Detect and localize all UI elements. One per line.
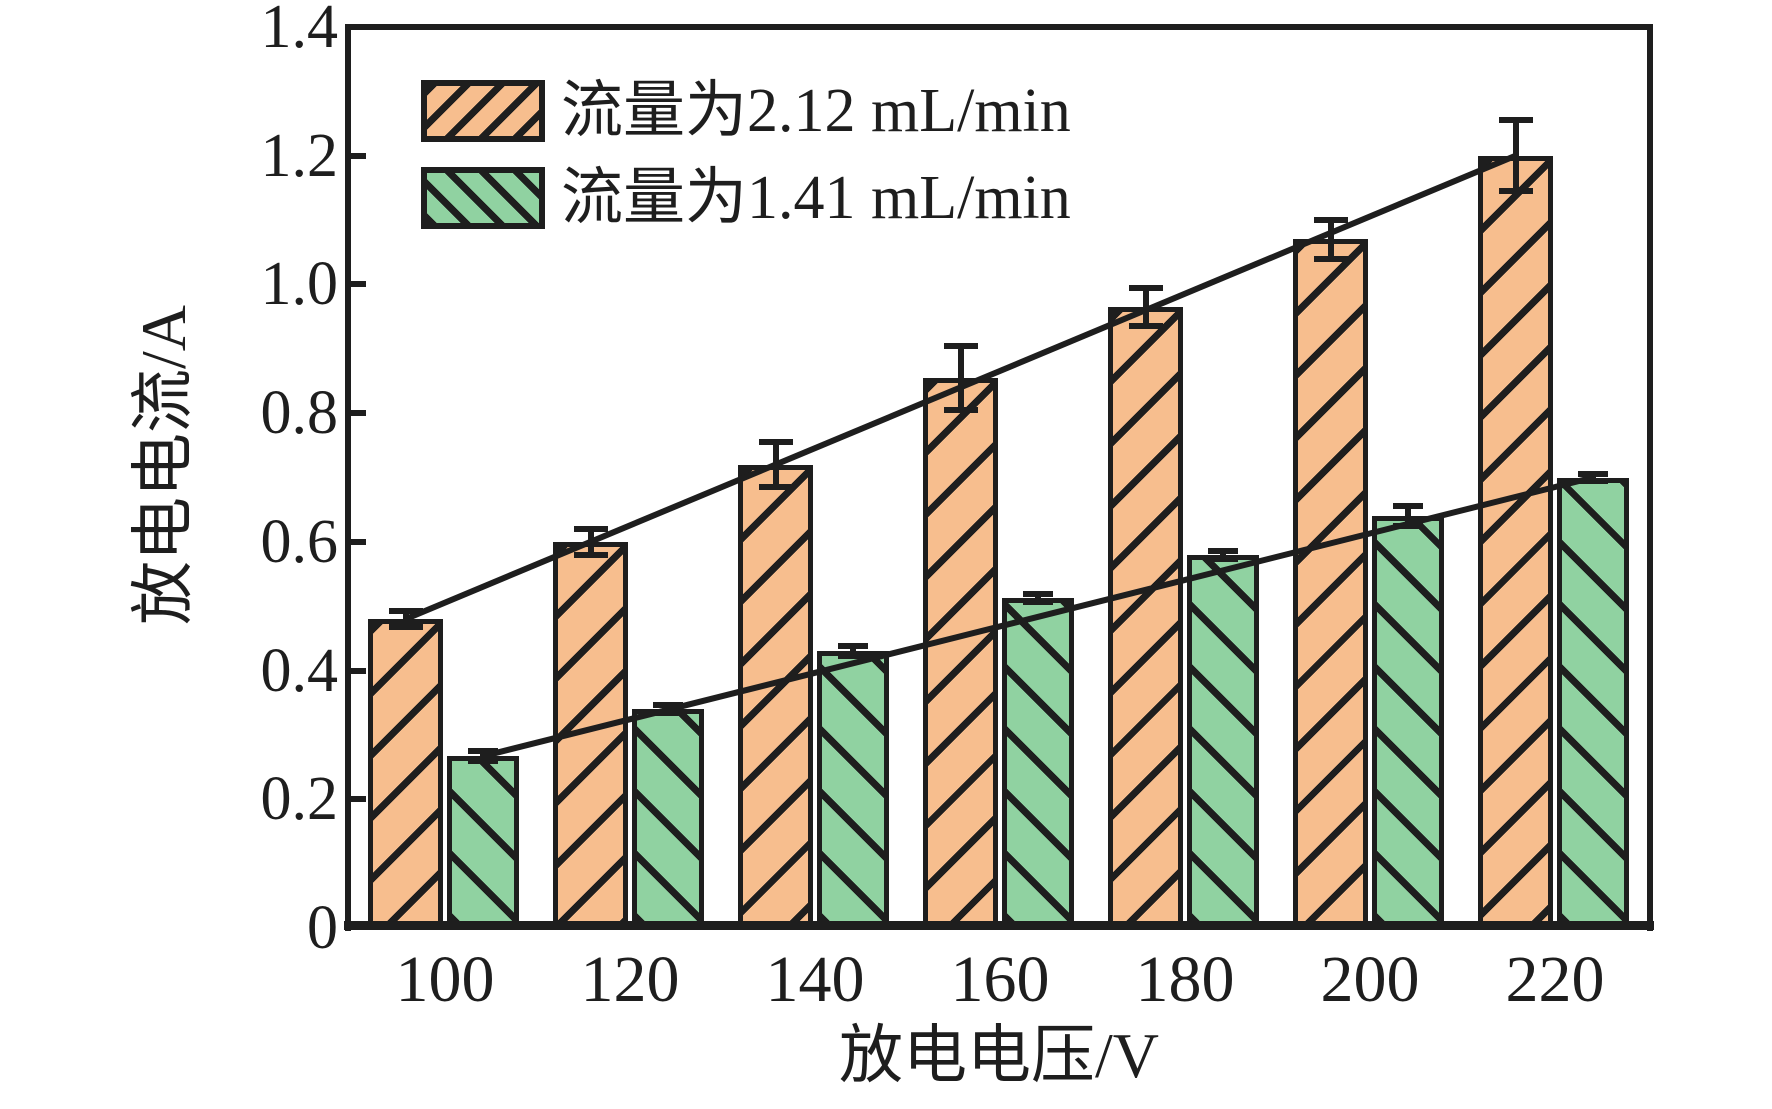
error-bar-流量为1.41 mL/min-120 [653,702,683,717]
error-stem [402,608,409,630]
error-stem [1512,117,1519,195]
bar-流量为2.12 mL/min-160 [923,377,998,928]
error-bar-流量为2.12 mL/min-180 [1128,284,1163,330]
error-bar-流量为1.41 mL/min-200 [1393,503,1423,529]
error-stem [772,439,779,491]
y-tick-label: 0.6 [260,507,339,576]
x-tick-label: 120 [580,943,680,1016]
error-bar-流量为2.12 mL/min-160 [943,342,978,413]
y-tick [348,667,366,674]
legend-label: 流量为1.41 mL/min [561,164,1071,232]
error-stem [1405,503,1411,529]
error-stem [1220,547,1226,562]
error-stem [1590,470,1596,485]
bar-流量为1.41 mL/min-140 [817,651,889,928]
plot-area [344,24,1654,931]
bar-流量为1.41 mL/min-220 [1557,477,1629,928]
y-tick [348,410,366,417]
error-bar-流量为2.12 mL/min-200 [1313,217,1348,262]
x-tick-label: 200 [1320,943,1420,1016]
bar-流量为2.12 mL/min-220 [1478,155,1553,928]
x-tick-label: 140 [765,943,865,1016]
y-tick-label: 1.2 [260,121,339,190]
error-bar-流量为1.41 mL/min-160 [1023,590,1053,605]
error-bar-流量为2.12 mL/min-220 [1498,117,1533,195]
error-stem [957,342,964,413]
error-bar-流量为1.41 mL/min-180 [1208,547,1238,562]
x-tick-label: 180 [1135,943,1235,1016]
error-stem [480,748,486,765]
y-tick-label: 1.4 [260,0,339,61]
bar-流量为2.12 mL/min-100 [368,619,443,928]
bar-流量为2.12 mL/min-140 [738,464,813,928]
axis-bottom [344,921,1654,930]
x-tick-label: 100 [395,943,495,1016]
error-bar-流量为2.12 mL/min-120 [573,525,608,558]
legend-swatch-flow-1.41-icon [421,167,545,229]
axis-left [345,24,351,931]
bar-流量为1.41 mL/min-100 [447,756,519,928]
error-stem [587,525,594,558]
legend-item: 流量为2.12 mL/min [421,80,1071,142]
y-tick [348,152,366,159]
error-bar-流量为1.41 mL/min-140 [838,643,868,660]
y-tick [348,796,366,803]
y-tick [348,538,366,545]
error-stem [1035,590,1041,605]
error-bar-流量为1.41 mL/min-100 [468,748,498,765]
bar-流量为1.41 mL/min-160 [1002,597,1074,928]
error-stem [850,643,856,660]
x-tick-label: 220 [1505,943,1605,1016]
y-tick-label-column: 1.4 1.2 1.0 0.8 0.6 0.4 0.2 0 [0,0,339,1109]
error-stem [665,702,671,717]
axis-right [1647,24,1653,931]
x-axis-title: 放电电压/V [839,1020,1159,1091]
bar-流量为2.12 mL/min-200 [1293,239,1368,928]
error-stem [1142,284,1149,330]
trend-lines [404,152,1594,760]
y-tick-label: 0 [307,894,338,962]
axis-top [345,24,1653,30]
error-bar-流量为2.12 mL/min-140 [758,439,793,491]
y-tick-label: 0.8 [260,379,339,448]
y-tick-label: 1.0 [260,250,339,319]
legend-label: 流量为2.12 mL/min [561,77,1071,145]
bar-流量为1.41 mL/min-120 [632,709,704,928]
error-bar-流量为1.41 mL/min-220 [1578,470,1608,485]
legend-item: 流量为1.41 mL/min [421,167,1071,229]
y-tick-label: 0.4 [260,636,339,705]
y-tick-label: 0.2 [260,765,339,834]
legend-swatch-flow-2.12-icon [421,80,545,142]
bar-流量为2.12 mL/min-180 [1108,306,1183,928]
y-tick [348,281,366,288]
error-bar-流量为2.12 mL/min-100 [388,608,423,630]
x-tick-label: 160 [950,943,1050,1016]
error-stem [1327,217,1334,262]
